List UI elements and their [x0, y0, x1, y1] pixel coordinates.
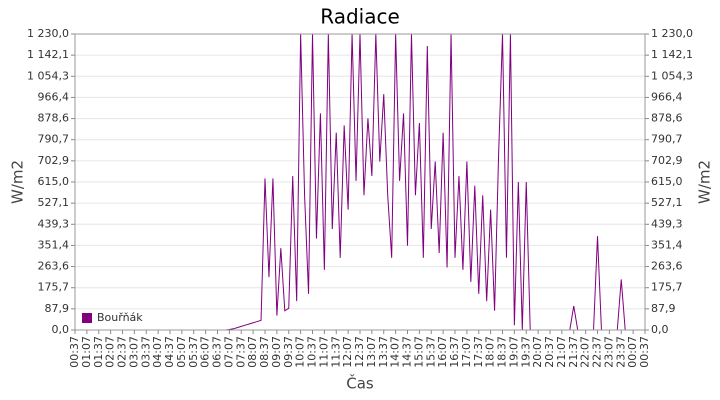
x-tick-label: 09:07	[270, 336, 283, 368]
y-tick-label: 263,6	[38, 260, 70, 273]
y2-axis-label: W/m2	[696, 160, 714, 204]
x-tick-label: 21:07	[555, 336, 568, 368]
x-tick-label: 02:07	[104, 336, 117, 368]
x-tick-label: 04:07	[151, 336, 164, 368]
y2-tick-label: 702,9	[651, 154, 683, 167]
x-tick-label: 03:07	[127, 336, 140, 368]
x-tick-label: 15:07	[412, 336, 425, 368]
y-tick-label: 87,9	[45, 302, 70, 315]
x-tick-label: 14:07	[389, 336, 402, 368]
chart-title: Radiace	[320, 5, 400, 29]
y-tick-label: 175,7	[38, 281, 70, 294]
x-tick-label: 11:07	[317, 336, 330, 368]
y-tick-label: 351,4	[38, 238, 70, 251]
x-tick-label: 04:37	[163, 336, 176, 368]
y2-tick-label: 878,6	[651, 112, 683, 125]
y-tick-label: 702,9	[38, 154, 70, 167]
y-axis-label: W/m2	[9, 160, 27, 204]
plot-frame	[74, 33, 646, 331]
y2-tick-label: 351,4	[651, 238, 683, 251]
y-tick-label: 1 142,1	[27, 48, 69, 61]
x-tick-label: 23:37	[614, 336, 627, 368]
x-tick-label: 03:37	[139, 336, 152, 368]
x-tick-label: 23:07	[602, 336, 615, 368]
y-tick-label: 1 054,3	[27, 69, 69, 82]
x-axis-label: Čas	[346, 374, 374, 393]
y-tick-label: 439,3	[38, 217, 70, 230]
x-tick-label: 00:37	[68, 336, 81, 368]
x-tick-label: 08:07	[246, 336, 259, 368]
x-tick-label: 19:07	[507, 336, 520, 368]
x-tick-label: 20:37	[543, 336, 556, 368]
y2-tick-label: 790,7	[651, 133, 683, 146]
x-tick-label: 07:07	[222, 336, 235, 368]
x-tick-label: 12:37	[353, 336, 366, 368]
y-tick-label: 615,0	[38, 175, 70, 188]
x-tick-label: 20:07	[531, 336, 544, 368]
y2-tick-label: 439,3	[651, 217, 683, 230]
y2-tick-label: 87,9	[651, 302, 676, 315]
y-tick-label: 527,1	[38, 196, 70, 209]
x-tick-label: 11:37	[329, 336, 342, 368]
y2-tick-label: 1 230,0	[651, 27, 693, 40]
x-tick-label: 16:07	[436, 336, 449, 368]
x-tick-label: 05:07	[175, 336, 188, 368]
x-tick-label: 18:07	[484, 336, 497, 368]
x-tick-label: 13:37	[377, 336, 390, 368]
y2-tick-label: 1 142,1	[651, 48, 693, 61]
x-tick-label: 13:07	[365, 336, 378, 368]
x-tick-label: 08:37	[258, 336, 271, 368]
legend-swatch	[82, 313, 92, 323]
x-tick-label: 09:37	[282, 336, 295, 368]
x-tick-label: 17:07	[460, 336, 473, 368]
y2-tick-label: 966,4	[651, 90, 683, 103]
y-tick-label: 878,6	[38, 112, 70, 125]
y-tick-label: 0,0	[52, 323, 70, 336]
x-tick-label: 06:37	[211, 336, 224, 368]
x-tick-label: 16:37	[448, 336, 461, 368]
y-tick-label: 966,4	[38, 90, 70, 103]
y2-tick-label: 175,7	[651, 281, 683, 294]
y2-tick-label: 527,1	[651, 196, 683, 209]
x-tick-label: 21:37	[567, 336, 580, 368]
x-tick-label: 12:07	[341, 336, 354, 368]
x-tick-label: 06:07	[199, 336, 212, 368]
y2-tick-label: 1 054,3	[651, 69, 693, 82]
x-tick-label: 00:07	[626, 336, 639, 368]
x-tick-label: 10:37	[306, 336, 319, 368]
x-tick-label: 10:07	[294, 336, 307, 368]
x-tick-label: 05:37	[187, 336, 200, 368]
x-tick-label: 19:37	[519, 336, 532, 368]
x-tick-label: 07:37	[234, 336, 247, 368]
x-tick-label: 01:07	[80, 336, 93, 368]
x-tick-label: 02:37	[116, 336, 129, 368]
y2-tick-label: 0,0	[651, 323, 669, 336]
y2-tick-label: 263,6	[651, 260, 683, 273]
x-tick-label: 15:37	[424, 336, 437, 368]
legend-label: Bouřňák	[97, 311, 143, 324]
y2-tick-label: 615,0	[651, 175, 683, 188]
x-tick-label: 17:37	[472, 336, 485, 368]
x-tick-label: 14:37	[401, 336, 414, 368]
x-tick-label: 18:37	[496, 336, 509, 368]
x-tick-label: 22:07	[579, 336, 592, 368]
x-tick-label: 00:37	[638, 336, 651, 368]
y-tick-label: 790,7	[38, 133, 70, 146]
x-tick-label: 22:37	[591, 336, 604, 368]
x-tick-label: 01:37	[92, 336, 105, 368]
y-tick-label: 1 230,0	[27, 27, 69, 40]
